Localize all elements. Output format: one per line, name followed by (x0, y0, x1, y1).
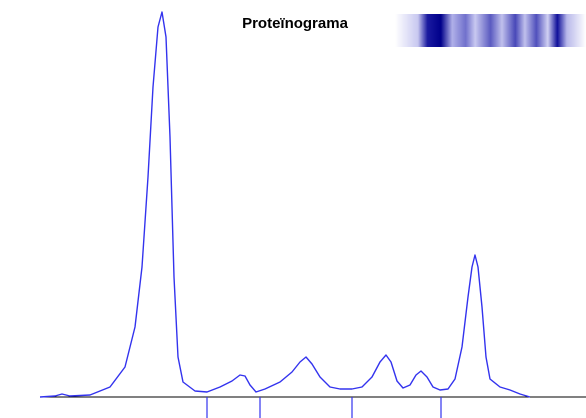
chart-title: Proteïnograma (242, 15, 349, 32)
gel-image (395, 14, 586, 47)
curve (39, 11, 531, 398)
